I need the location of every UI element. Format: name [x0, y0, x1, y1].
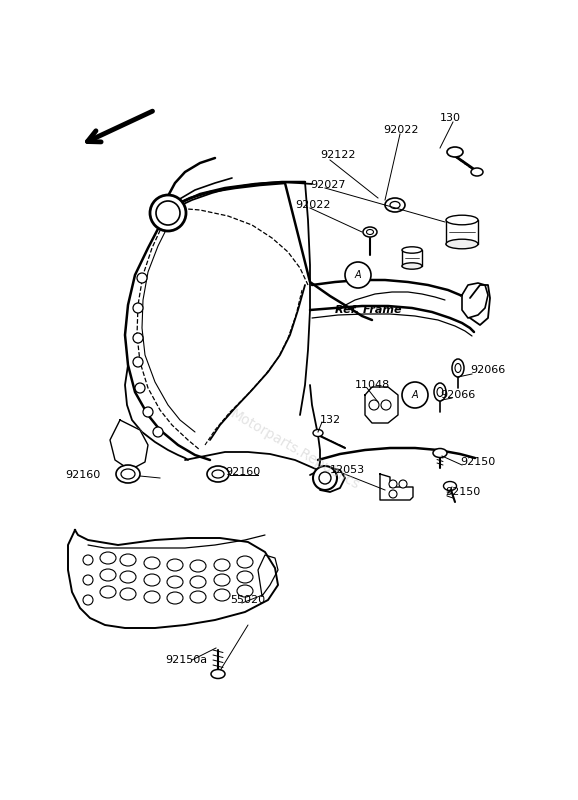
Ellipse shape	[120, 571, 136, 583]
Ellipse shape	[446, 215, 478, 225]
Ellipse shape	[214, 574, 230, 586]
Polygon shape	[110, 420, 148, 470]
Ellipse shape	[190, 560, 206, 572]
Text: 92066: 92066	[440, 390, 475, 400]
Ellipse shape	[190, 576, 206, 588]
Text: 11048: 11048	[355, 380, 390, 390]
Text: 12053: 12053	[330, 465, 365, 475]
Text: 92150: 92150	[445, 487, 480, 497]
Ellipse shape	[190, 591, 206, 603]
Ellipse shape	[390, 202, 400, 209]
Ellipse shape	[214, 589, 230, 601]
Ellipse shape	[167, 592, 183, 604]
Ellipse shape	[167, 559, 183, 571]
Ellipse shape	[144, 591, 160, 603]
Ellipse shape	[237, 585, 253, 597]
Circle shape	[137, 273, 147, 283]
Ellipse shape	[402, 246, 422, 253]
Ellipse shape	[212, 470, 224, 478]
Circle shape	[381, 400, 391, 410]
Circle shape	[133, 357, 143, 367]
Ellipse shape	[385, 198, 405, 212]
Ellipse shape	[434, 383, 446, 401]
Ellipse shape	[313, 430, 323, 437]
Text: A: A	[355, 270, 361, 280]
Circle shape	[399, 480, 407, 488]
Circle shape	[156, 201, 180, 225]
Text: 132: 132	[320, 415, 341, 425]
Circle shape	[143, 407, 153, 417]
Ellipse shape	[167, 576, 183, 588]
Text: A: A	[412, 390, 418, 400]
Ellipse shape	[237, 571, 253, 583]
Circle shape	[133, 333, 143, 343]
Text: 130: 130	[440, 113, 461, 123]
Ellipse shape	[120, 554, 136, 566]
Ellipse shape	[402, 262, 422, 269]
Text: 92066: 92066	[470, 365, 505, 375]
Ellipse shape	[211, 670, 225, 678]
Ellipse shape	[144, 557, 160, 569]
Ellipse shape	[214, 559, 230, 571]
Ellipse shape	[366, 230, 373, 234]
Ellipse shape	[100, 586, 116, 598]
Ellipse shape	[437, 387, 443, 397]
Ellipse shape	[447, 147, 463, 157]
Text: 92122: 92122	[320, 150, 355, 160]
Ellipse shape	[116, 465, 140, 483]
Text: 92150: 92150	[460, 457, 495, 467]
Ellipse shape	[100, 552, 116, 564]
Text: 92160: 92160	[225, 467, 260, 477]
Text: 92027: 92027	[310, 180, 346, 190]
Circle shape	[133, 303, 143, 313]
Text: 92160: 92160	[65, 470, 100, 480]
Circle shape	[313, 466, 337, 490]
Ellipse shape	[207, 466, 229, 482]
Ellipse shape	[446, 239, 478, 249]
Ellipse shape	[452, 359, 464, 377]
Circle shape	[83, 555, 93, 565]
Circle shape	[345, 262, 371, 288]
Ellipse shape	[121, 469, 135, 479]
Circle shape	[83, 595, 93, 605]
Polygon shape	[446, 220, 478, 244]
Polygon shape	[402, 250, 422, 266]
Polygon shape	[68, 530, 278, 628]
Text: 55020: 55020	[230, 595, 265, 605]
Ellipse shape	[100, 569, 116, 581]
Polygon shape	[380, 474, 413, 500]
Text: Ref. Frame: Ref. Frame	[335, 305, 402, 315]
Circle shape	[135, 383, 145, 393]
Circle shape	[389, 480, 397, 488]
Text: Motorparts.Republics: Motorparts.Republics	[228, 407, 362, 493]
Ellipse shape	[433, 449, 447, 458]
Text: 92022: 92022	[295, 200, 331, 210]
Text: 92022: 92022	[383, 125, 418, 135]
Circle shape	[319, 472, 331, 484]
Ellipse shape	[455, 363, 461, 373]
Circle shape	[369, 400, 379, 410]
Circle shape	[150, 195, 186, 231]
Circle shape	[153, 427, 163, 437]
Polygon shape	[258, 555, 278, 596]
Ellipse shape	[120, 588, 136, 600]
Ellipse shape	[144, 574, 160, 586]
Ellipse shape	[443, 482, 457, 490]
Ellipse shape	[237, 556, 253, 568]
Circle shape	[402, 382, 428, 408]
Polygon shape	[462, 283, 488, 318]
Text: 92150a: 92150a	[165, 655, 207, 665]
Ellipse shape	[471, 168, 483, 176]
Ellipse shape	[363, 227, 377, 237]
Circle shape	[83, 575, 93, 585]
Polygon shape	[365, 387, 398, 423]
Circle shape	[389, 490, 397, 498]
